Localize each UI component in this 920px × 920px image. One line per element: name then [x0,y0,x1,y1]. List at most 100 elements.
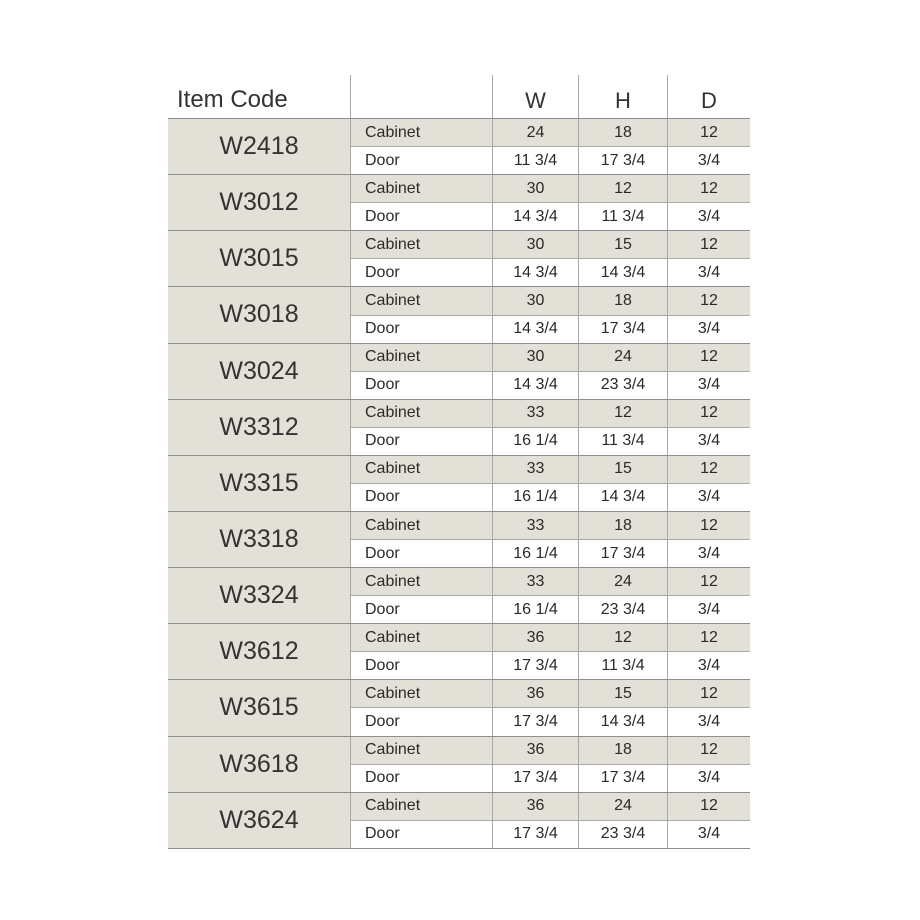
cabinet-row: Cabinet 33 24 12 [350,568,750,597]
dimension-rows: Cabinet 30 18 12 Door 14 3/4 17 3/4 3/4 [350,287,750,343]
cabinet-width: 33 [492,455,578,483]
cabinet-depth: 12 [667,792,750,820]
cabinet-height: 18 [578,511,667,540]
cabinet-height: 12 [578,399,667,427]
door-row: Door 17 3/4 17 3/4 3/4 [350,764,750,792]
header-type [350,75,492,118]
door-width: 17 3/4 [492,652,578,680]
door-height: 17 3/4 [578,540,667,568]
item-code: W3012 [168,175,350,231]
door-label: Door [350,427,492,455]
header-depth: D [667,75,750,118]
door-depth: 3/4 [667,427,750,455]
door-height: 14 3/4 [578,483,667,511]
cabinet-depth: 12 [667,624,750,652]
cabinet-height: 24 [578,343,667,371]
cabinet-row: Cabinet 36 24 12 [350,792,750,821]
door-row: Door 14 3/4 11 3/4 3/4 [350,203,750,231]
dimension-rows: Cabinet 33 15 12 Door 16 1/4 14 3/4 3/4 [350,455,750,511]
door-depth: 3/4 [667,820,750,848]
table-row: W3612 Cabinet 36 12 12 Door 17 3/4 11 3/… [168,624,750,681]
cabinet-dimensions-table: Item Code W H D W2418 Cabinet 24 18 12 D… [168,75,750,849]
cabinet-width: 30 [492,343,578,371]
cabinet-width: 30 [492,287,578,315]
table-row: W3618 Cabinet 36 18 12 Door 17 3/4 17 3/… [168,736,750,793]
door-label: Door [350,147,492,175]
door-depth: 3/4 [667,371,750,399]
dimension-rows: Cabinet 24 18 12 Door 11 3/4 17 3/4 3/4 [350,119,750,175]
cabinet-depth: 12 [667,175,750,203]
cabinet-row: Cabinet 30 12 12 [350,175,750,204]
cabinet-width: 30 [492,231,578,259]
door-height: 14 3/4 [578,708,667,736]
table-row: W3318 Cabinet 33 18 12 Door 16 1/4 17 3/… [168,511,750,569]
door-depth: 3/4 [667,652,750,680]
cabinet-height: 12 [578,175,667,203]
door-label: Door [350,259,492,287]
dimension-rows: Cabinet 36 12 12 Door 17 3/4 11 3/4 3/4 [350,624,750,680]
header-width: W [492,75,578,118]
cabinet-row: Cabinet 30 24 12 [350,343,750,372]
cabinet-label: Cabinet [350,231,492,259]
cabinet-depth: 12 [667,680,750,708]
item-code: W3024 [168,343,350,399]
table-row: W3018 Cabinet 30 18 12 Door 14 3/4 17 3/… [168,287,750,344]
cabinet-depth: 12 [667,736,750,764]
cabinet-label: Cabinet [350,680,492,708]
table-row: W3015 Cabinet 30 15 12 Door 14 3/4 14 3/… [168,231,750,288]
cabinet-height: 18 [578,119,667,147]
door-depth: 3/4 [667,259,750,287]
door-row: Door 17 3/4 23 3/4 3/4 [350,820,750,848]
dimension-rows: Cabinet 30 15 12 Door 14 3/4 14 3/4 3/4 [350,231,750,287]
table-body: W2418 Cabinet 24 18 12 Door 11 3/4 17 3/… [168,119,750,849]
cabinet-height: 12 [578,624,667,652]
door-row: Door 14 3/4 23 3/4 3/4 [350,371,750,399]
cabinet-depth: 12 [667,231,750,259]
cabinet-width: 36 [492,624,578,652]
item-code: W3312 [168,399,350,455]
cabinet-width: 36 [492,680,578,708]
cabinet-depth: 12 [667,287,750,315]
cabinet-depth: 12 [667,511,750,540]
cabinet-width: 36 [492,736,578,764]
header-item-code: Item Code [177,86,288,113]
item-code: W3315 [168,455,350,511]
header-height: H [578,75,667,118]
cabinet-width: 33 [492,511,578,540]
table-row: W3312 Cabinet 33 12 12 Door 16 1/4 11 3/… [168,399,750,456]
door-row: Door 16 1/4 14 3/4 3/4 [350,483,750,511]
cabinet-depth: 12 [667,455,750,483]
dimension-rows: Cabinet 36 18 12 Door 17 3/4 17 3/4 3/4 [350,736,750,792]
door-height: 17 3/4 [578,147,667,175]
door-height: 23 3/4 [578,820,667,848]
dimension-rows: Cabinet 33 12 12 Door 16 1/4 11 3/4 3/4 [350,399,750,455]
door-depth: 3/4 [667,764,750,792]
door-row: Door 16 1/4 11 3/4 3/4 [350,427,750,455]
door-height: 17 3/4 [578,315,667,343]
dimension-rows: Cabinet 30 12 12 Door 14 3/4 11 3/4 3/4 [350,175,750,231]
door-label: Door [350,540,492,568]
cabinet-height: 18 [578,736,667,764]
cabinet-label: Cabinet [350,568,492,596]
item-code: W3615 [168,680,350,736]
door-width: 14 3/4 [492,371,578,399]
item-code: W3015 [168,231,350,287]
cabinet-depth: 12 [667,119,750,147]
table-row: W3624 Cabinet 36 24 12 Door 17 3/4 23 3/… [168,792,750,849]
door-width: 17 3/4 [492,764,578,792]
cabinet-height: 24 [578,568,667,596]
cabinet-height: 18 [578,287,667,315]
door-row: Door 17 3/4 14 3/4 3/4 [350,708,750,736]
cabinet-row: Cabinet 24 18 12 [350,119,750,148]
door-height: 11 3/4 [578,427,667,455]
item-code: W3324 [168,568,350,624]
door-label: Door [350,483,492,511]
cabinet-row: Cabinet 30 18 12 [350,287,750,316]
dimension-rows: Cabinet 36 15 12 Door 17 3/4 14 3/4 3/4 [350,680,750,736]
cabinet-width: 36 [492,792,578,820]
cabinet-row: Cabinet 36 15 12 [350,680,750,709]
door-width: 14 3/4 [492,315,578,343]
cabinet-height: 15 [578,680,667,708]
cabinet-label: Cabinet [350,736,492,764]
dimension-rows: Cabinet 33 24 12 Door 16 1/4 23 3/4 3/4 [350,568,750,624]
